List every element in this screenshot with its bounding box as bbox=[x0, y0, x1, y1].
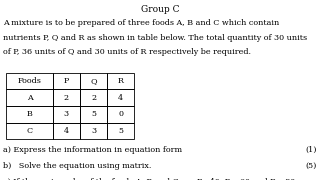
Bar bbox=[53, 73, 80, 89]
Bar bbox=[6, 89, 53, 106]
Text: 5: 5 bbox=[91, 110, 96, 118]
Text: 5: 5 bbox=[118, 127, 123, 135]
Bar bbox=[53, 89, 80, 106]
Text: A mixture is to be prepared of three foods A, B and C which contain: A mixture is to be prepared of three foo… bbox=[3, 19, 279, 27]
Text: Group C: Group C bbox=[141, 4, 179, 14]
Bar bbox=[107, 106, 134, 123]
Bar bbox=[107, 89, 134, 106]
Text: R: R bbox=[118, 77, 124, 85]
Text: Q: Q bbox=[90, 77, 97, 85]
Bar bbox=[53, 106, 80, 123]
Bar bbox=[6, 123, 53, 139]
Text: B: B bbox=[27, 110, 33, 118]
Bar bbox=[80, 106, 107, 123]
Bar bbox=[6, 73, 53, 89]
Text: A: A bbox=[27, 94, 32, 102]
Bar bbox=[6, 106, 53, 123]
Text: 3: 3 bbox=[91, 127, 96, 135]
Text: P: P bbox=[64, 77, 69, 85]
Text: C: C bbox=[27, 127, 33, 135]
Text: c) If the cost per kg of the foods A, B and C are Rs.40, Rs. 60 and Rs. 80: c) If the cost per kg of the foods A, B … bbox=[3, 178, 295, 180]
Text: 0: 0 bbox=[118, 110, 123, 118]
Text: 2: 2 bbox=[64, 94, 69, 102]
Text: 4: 4 bbox=[118, 94, 124, 102]
Text: nutrients P, Q and R as shown in table below. The total quantity of 30 units: nutrients P, Q and R as shown in table b… bbox=[3, 34, 307, 42]
Text: 2: 2 bbox=[91, 94, 96, 102]
Text: 4: 4 bbox=[64, 127, 69, 135]
Bar bbox=[80, 123, 107, 139]
Text: a) Express the information in equation form: a) Express the information in equation f… bbox=[3, 146, 182, 154]
Text: of P, 36 units of Q and 30 units of R respectively be required.: of P, 36 units of Q and 30 units of R re… bbox=[3, 48, 251, 56]
Bar bbox=[53, 123, 80, 139]
Bar bbox=[107, 123, 134, 139]
Bar bbox=[80, 89, 107, 106]
Bar bbox=[80, 73, 107, 89]
Text: (1): (1) bbox=[305, 146, 317, 154]
Bar bbox=[107, 73, 134, 89]
Text: (5): (5) bbox=[305, 162, 317, 170]
Text: 3: 3 bbox=[64, 110, 69, 118]
Text: b)   Solve the equation using matrix.: b) Solve the equation using matrix. bbox=[3, 162, 152, 170]
Text: Foods: Foods bbox=[18, 77, 42, 85]
